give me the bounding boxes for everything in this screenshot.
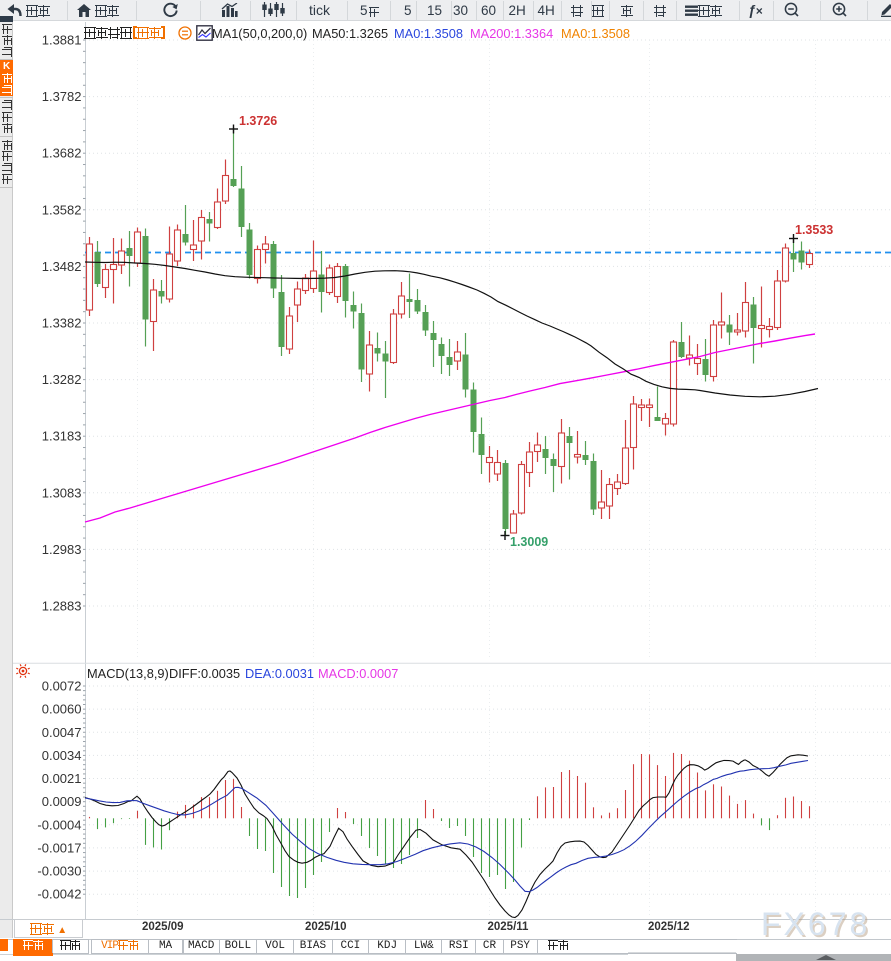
svg-text:-0.0017: -0.0017 (37, 840, 81, 855)
svg-text:0.0047: 0.0047 (42, 725, 82, 740)
svg-text:1.3183: 1.3183 (42, 429, 82, 444)
svg-text:1.3382: 1.3382 (42, 316, 82, 331)
svg-text:0.0034: 0.0034 (42, 748, 82, 763)
svg-text:-0.0042: -0.0042 (37, 887, 81, 902)
svg-text:1.3881: 1.3881 (42, 33, 82, 48)
svg-text:-0.0030: -0.0030 (37, 864, 81, 879)
svg-text:1.2883: 1.2883 (42, 599, 82, 614)
svg-text:0.0060: 0.0060 (42, 702, 82, 717)
svg-text:1.3482: 1.3482 (42, 259, 82, 274)
svg-text:1.2983: 1.2983 (42, 542, 82, 557)
svg-text:1.3782: 1.3782 (42, 89, 82, 104)
svg-text:0.0009: 0.0009 (42, 794, 82, 809)
svg-text:1.3533: 1.3533 (795, 223, 833, 237)
svg-text:0.0021: 0.0021 (42, 771, 82, 786)
svg-text:1.3682: 1.3682 (42, 146, 82, 161)
svg-text:1.3083: 1.3083 (42, 485, 82, 500)
svg-text:1.3582: 1.3582 (42, 202, 82, 217)
svg-text:0.0072: 0.0072 (42, 679, 82, 694)
svg-text:1.3009: 1.3009 (510, 535, 548, 549)
svg-text:1.3282: 1.3282 (42, 372, 82, 387)
svg-text:-0.0004: -0.0004 (37, 817, 81, 832)
svg-text:1.3726: 1.3726 (239, 114, 277, 128)
